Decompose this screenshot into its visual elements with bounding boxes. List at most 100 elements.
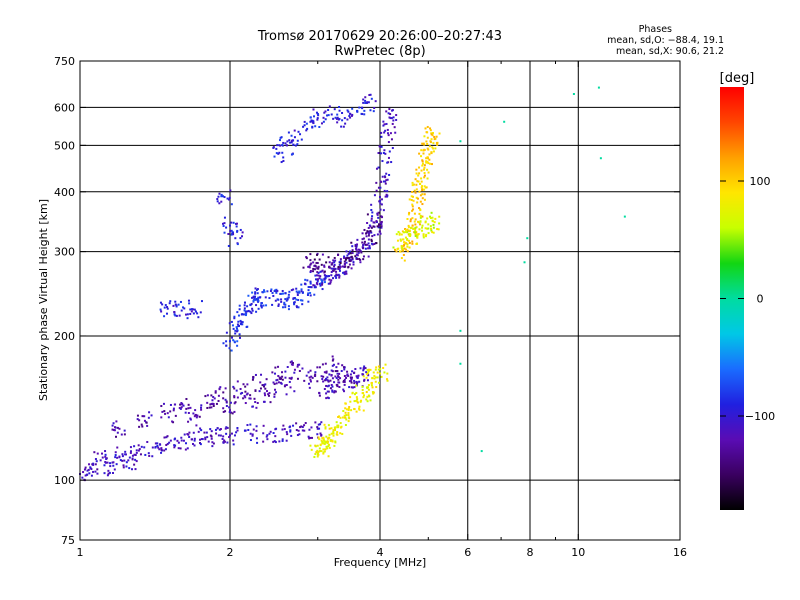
data-point [193,415,196,418]
data-point [286,140,289,143]
data-point [262,304,265,307]
data-point [104,461,107,464]
data-point [297,130,300,133]
data-point [308,428,311,431]
data-point [367,101,370,104]
data-point [361,107,364,110]
data-point [230,233,233,236]
data-point [135,460,138,463]
data-point [389,113,392,116]
data-point [294,144,297,147]
data-point [284,303,287,306]
data-point [377,226,380,229]
data-point [390,117,393,120]
data-point [194,310,197,313]
data-point [239,387,242,390]
data-point [94,458,97,461]
data-point [223,440,226,443]
data-point [319,284,322,287]
data-point [288,380,291,383]
data-point [112,464,115,467]
data-point [274,388,277,391]
data-point [177,441,180,444]
data-point [390,161,393,164]
data-point [222,410,225,413]
data-point [437,228,440,231]
data-point [104,453,107,456]
data-point [131,458,134,461]
data-point [337,253,340,256]
data-point [298,290,301,293]
data-point [254,292,257,295]
data-point [192,431,195,434]
data-point [362,367,365,370]
data-point [415,188,418,191]
data-point [364,99,367,102]
data-point [321,378,324,381]
data-point [329,439,332,442]
data-point [386,372,389,375]
data-point [229,340,231,343]
data-point [317,436,320,439]
data-point [215,402,218,405]
data-point [184,442,187,445]
data-point [239,319,242,322]
data-point [297,299,300,302]
data-point [88,463,91,466]
data-point [355,396,358,399]
data-point [416,197,419,200]
data-point [273,395,276,398]
data-point [318,450,321,453]
data-point [384,152,387,155]
data-point [212,395,215,398]
data-point [377,224,380,227]
data-point [382,120,385,123]
data-point [324,276,327,279]
data-point [367,383,370,386]
data-point [309,369,312,372]
data-point [228,411,231,414]
data-point [318,282,321,285]
data-point [355,380,358,383]
data-point [84,466,87,469]
data-point [327,443,330,446]
data-point [312,270,315,273]
data-point [392,119,395,122]
data-point [361,241,364,244]
data-point [223,196,226,199]
data-point [310,426,313,429]
data-point [377,152,380,155]
data-point [367,388,370,391]
data-point [405,248,408,251]
data-point [143,415,146,418]
data-point [323,270,326,273]
data-point [148,411,151,414]
data-point [83,468,86,471]
data-point [86,469,89,472]
data-point [239,392,242,395]
data-point [228,347,231,350]
data-point [408,246,411,249]
data-point [379,196,381,199]
data-point [107,472,110,475]
x-tick-label: 10 [571,546,585,559]
data-point [236,311,239,314]
data-point [138,448,141,451]
data-point [423,135,426,138]
data-point [388,116,391,119]
data-point [353,408,356,411]
data-point [348,405,351,408]
data-point [411,184,414,187]
data-point [347,414,350,417]
data-point [371,391,374,394]
data-point [426,160,429,163]
data-point [299,426,302,429]
data-point [597,86,600,89]
data-point [235,389,238,392]
data-point [331,377,334,380]
data-point [270,288,273,291]
data-point [376,212,379,215]
data-point [274,366,277,369]
data-point [242,397,245,400]
data-point [363,113,366,116]
